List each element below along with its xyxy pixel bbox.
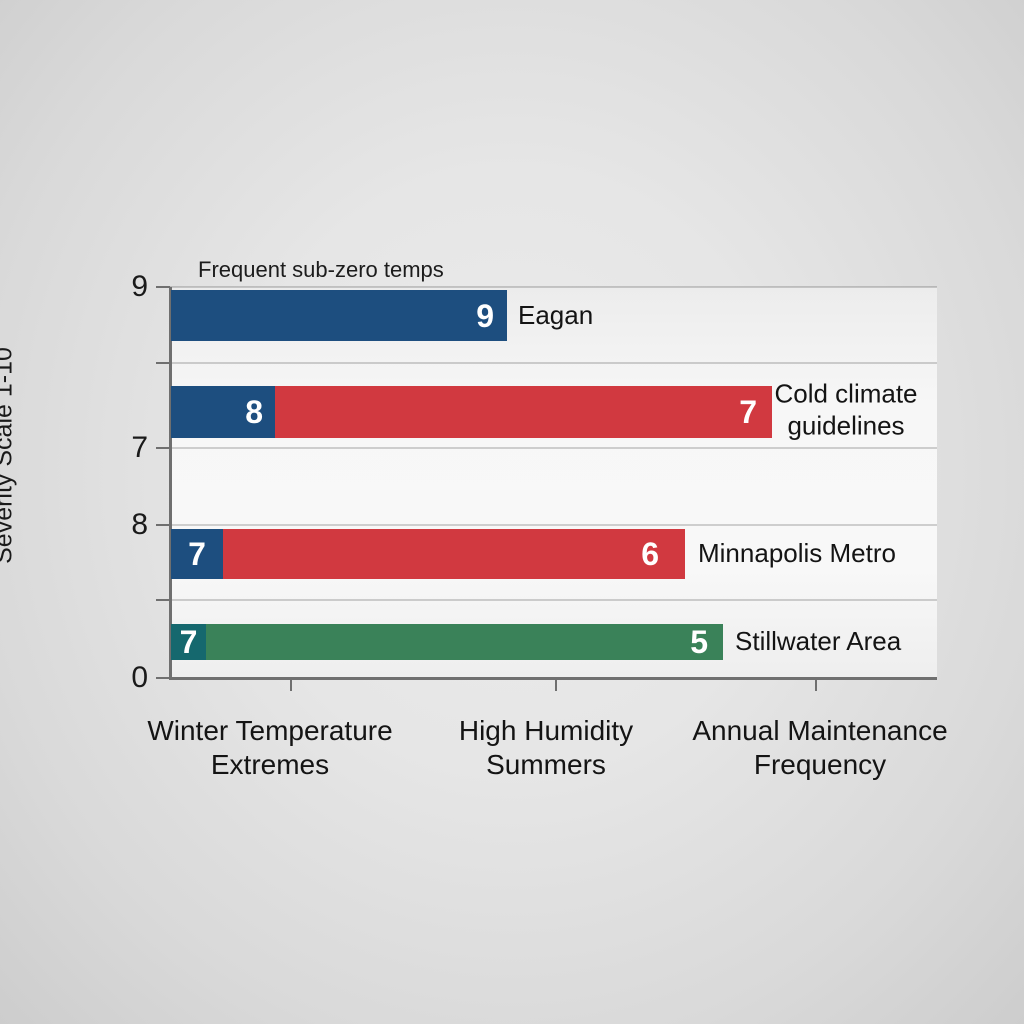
y-tick [156, 447, 170, 449]
bar-value-label: 6 [641, 536, 659, 572]
bar-segment: 7 [171, 529, 223, 579]
y-tick-label: 0 [131, 661, 148, 694]
bar-segment: 5 [206, 624, 723, 660]
bar-value-label: 7 [179, 624, 198, 660]
y-tick-label: 7 [131, 431, 148, 464]
bar-value-label: 7 [188, 536, 206, 572]
gridline [170, 447, 937, 449]
y-tick [156, 362, 170, 364]
y-tick-label: 8 [131, 508, 148, 541]
x-axis-line [169, 677, 937, 680]
x-category-label: Annual Maintenance Frequency [692, 715, 948, 780]
bar-row: 9 [171, 290, 507, 341]
bar-row-label: Minnapolis Metro [698, 538, 896, 569]
bar-value-label: 5 [690, 624, 708, 660]
bar-value-label: 8 [245, 394, 263, 430]
bar-value-label: 7 [739, 394, 757, 430]
y-axis-title: Severity Scale 1-10 [0, 347, 18, 564]
bar-annotation: Frequent sub-zero temps [198, 257, 444, 282]
y-tick [156, 599, 170, 601]
bar-value-label: 9 [476, 297, 494, 334]
y-tick [156, 286, 170, 288]
x-tick [290, 678, 292, 691]
x-tick [815, 678, 817, 691]
bar-segment: 7 [171, 624, 206, 660]
y-axis-line [169, 287, 172, 678]
bar-segment: 8 [171, 386, 275, 438]
gridline [170, 599, 937, 601]
bar-segment: 7 [275, 386, 772, 438]
bar-segment: 6 [223, 529, 685, 579]
y-tick-label: 9 [131, 270, 148, 303]
x-tick [555, 678, 557, 691]
bar-segment: 9 [171, 290, 507, 341]
gridline [170, 362, 937, 364]
y-tick [156, 677, 170, 679]
bar-row-label: Eagan [518, 299, 594, 330]
gridline [170, 286, 937, 288]
x-category-label: Winter Temperature Extremes [147, 715, 393, 780]
gridline [170, 524, 937, 526]
bar-row-label: Cold climate guidelines [774, 378, 918, 440]
plot-area [170, 287, 937, 678]
x-category-label: High Humidity Summers [458, 715, 634, 780]
y-tick [156, 524, 170, 526]
bar-row-label: Stillwater Area [735, 626, 902, 657]
